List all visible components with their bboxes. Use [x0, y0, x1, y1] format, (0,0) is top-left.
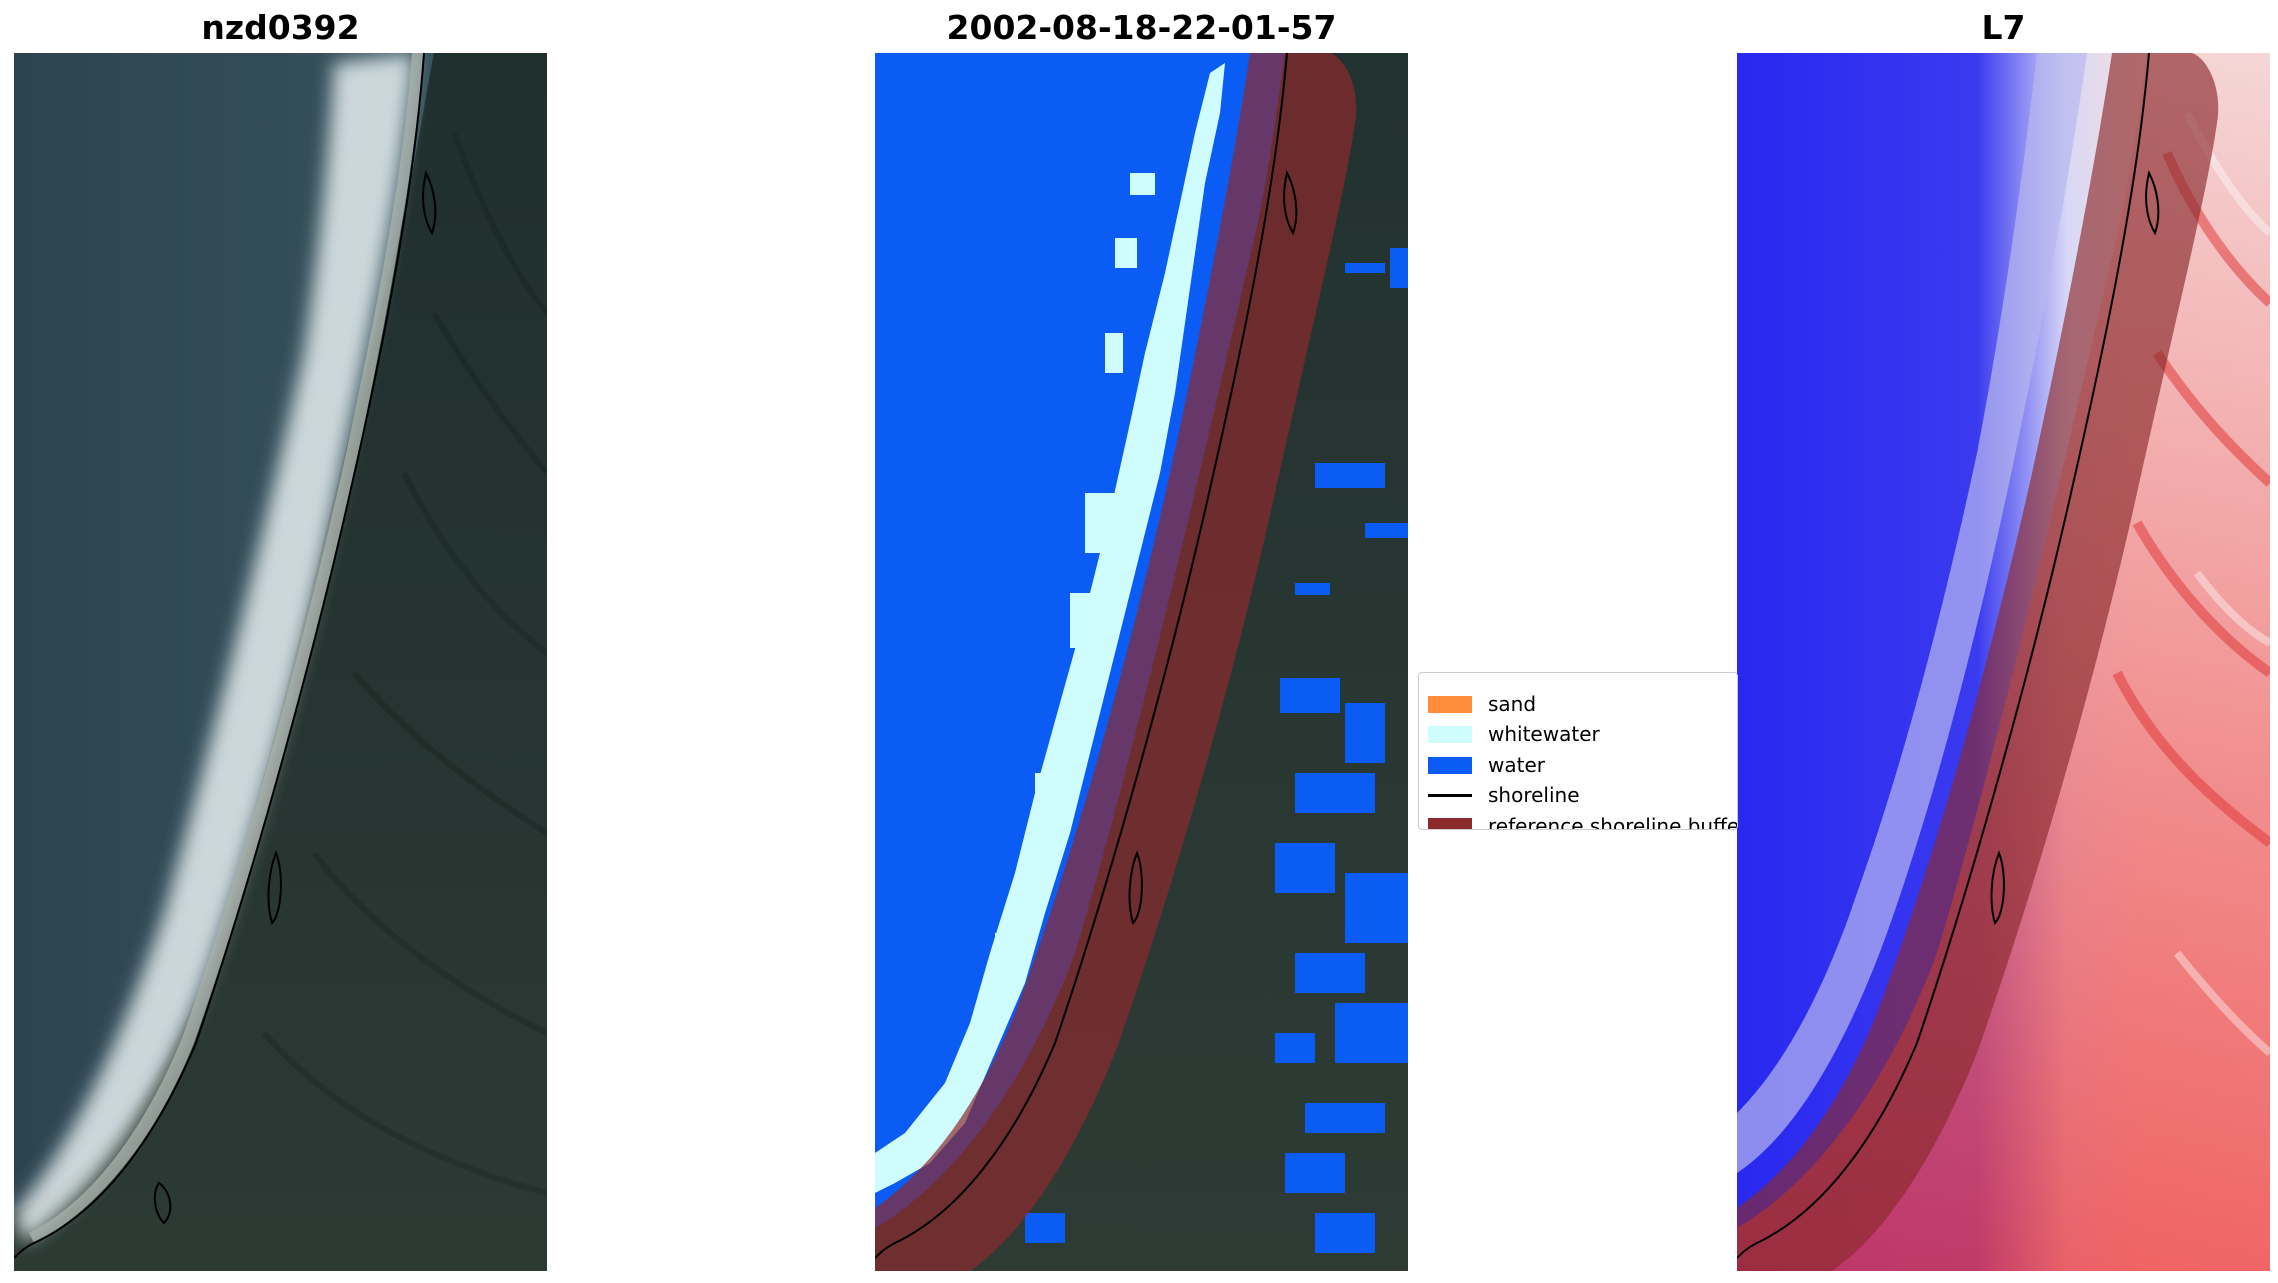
title-classified: 2002-08-18-22-01-57: [946, 8, 1337, 47]
legend-label-buffer: reference shoreline buffer: [1488, 814, 1738, 830]
legend-label-shoreline: shoreline: [1488, 783, 1580, 807]
legend-label-water: water: [1488, 753, 1545, 777]
rgb-image-panel: [14, 53, 547, 1271]
title-index: L7: [1981, 8, 2026, 47]
legend: sand whitewater water shoreline referenc…: [1418, 672, 1738, 830]
legend-label-whitewater: whitewater: [1488, 722, 1600, 746]
shoreline-line-icon: [1428, 793, 1472, 797]
rgb-image: [14, 53, 547, 1271]
classified-image: [875, 53, 1408, 1271]
classified-image-panel: [875, 53, 1408, 1271]
title-rgb: nzd0392: [201, 8, 360, 47]
whitewater-swatch: [1428, 725, 1472, 743]
buffer-swatch: [1428, 817, 1472, 829]
index-image-panel: [1737, 53, 2270, 1271]
index-image: [1737, 53, 2270, 1271]
legend-label-sand: sand: [1488, 692, 1537, 716]
sand-swatch: [1428, 695, 1472, 713]
water-swatch: [1428, 756, 1472, 774]
